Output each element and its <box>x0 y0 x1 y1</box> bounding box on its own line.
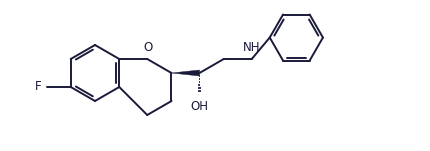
Text: O: O <box>144 41 153 54</box>
Text: OH: OH <box>190 100 209 113</box>
Text: NH: NH <box>243 41 261 54</box>
Polygon shape <box>172 70 200 76</box>
Text: F: F <box>35 80 42 93</box>
